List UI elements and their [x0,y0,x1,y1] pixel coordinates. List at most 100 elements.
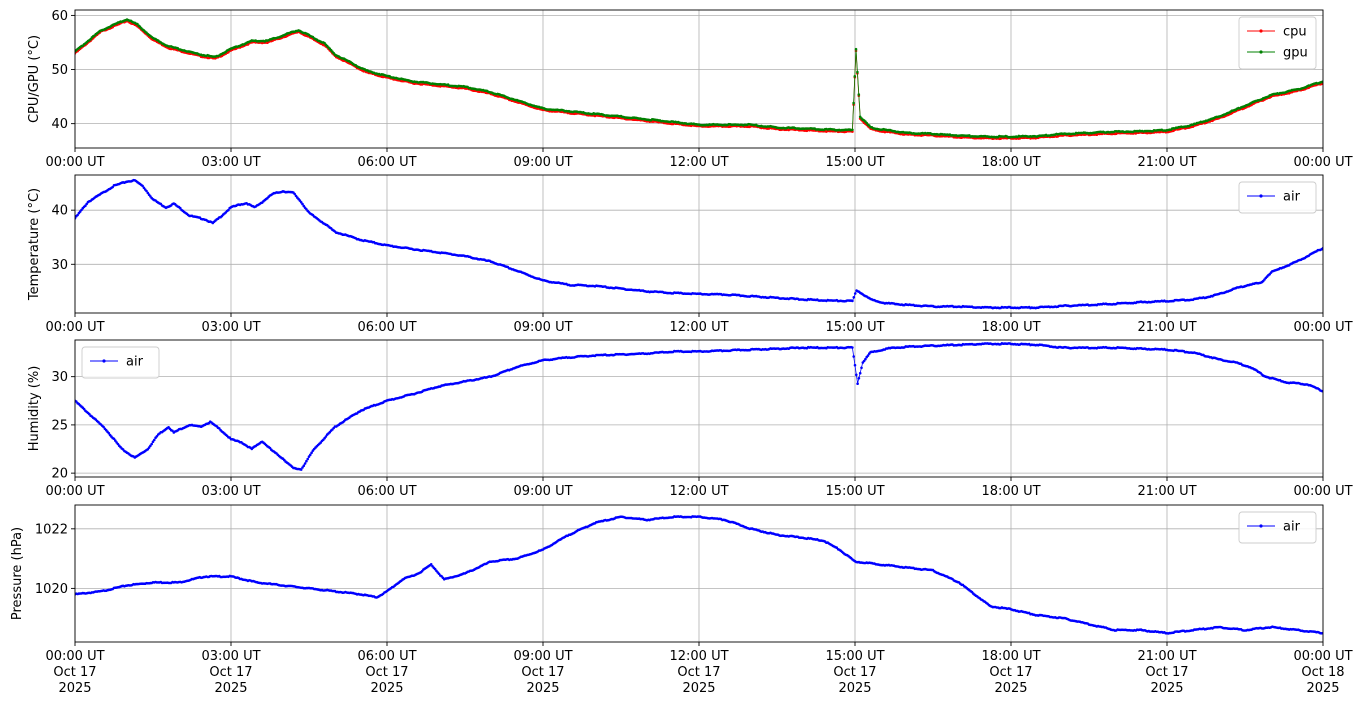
data-point [155,435,159,438]
panel-3: 00:00 UT 03:00 UT 06:00 UT 09:00 UT 12:00 UT… [27,339,1353,499]
series-markers-air [75,515,1323,635]
data-point [102,425,105,429]
data-point [856,70,859,74]
data-point [854,47,858,51]
data-point [860,366,863,370]
x-tick-label: 03:00 UT [201,155,260,170]
data-point [852,296,856,299]
x-tick-label: 03:00 UT Oct 17 2025 [201,649,260,696]
series-group [75,18,1323,141]
x-tick-label: 00:00 UT [1293,320,1352,335]
series-markers-gpu [75,18,1323,139]
data-point [857,376,861,380]
data-point [853,75,857,78]
x-tick-label: 00:00 UT Oct 18 2025 [1293,649,1352,696]
x-tick-label: 00:00 UT [45,484,104,499]
data-point [227,208,230,212]
x-tick-label: 15:00 UT [825,155,884,170]
x-tick-label: 06:00 UT [357,155,416,170]
x-tick-label: 00:00 UT [1293,155,1352,170]
x-tick-label: 09:00 UT Oct 17 2025 [513,649,572,696]
data-point [851,346,854,349]
y-tick-label: 50 [51,63,68,78]
x-tick-label: 15:00 UT [825,484,884,499]
x-tick-label: 21:00 UT Oct 17 2025 [1137,649,1196,696]
data-point [149,444,152,448]
x-tick-label: 21:00 UT [1137,484,1196,499]
data-point [107,431,111,435]
legend-label-air: air [1283,520,1301,535]
data-point [218,427,221,430]
panel-1: 00:00 UT 03:00 UT 06:00 UT 09:00 UT 12:00 UT… [27,9,1353,170]
series-group [75,178,1323,310]
x-tick-label: 12:00 UT [669,155,728,170]
data-point [856,382,859,386]
data-point [855,373,858,377]
y-axis-label: CPU/GPU (°C) [27,35,42,123]
data-point [76,213,79,217]
data-point [864,357,867,361]
legend-marker-cpu [1259,29,1263,33]
legend: air [1238,511,1317,544]
x-tick-label: 12:00 UT [669,320,728,335]
x-tick-label: 18:00 UT [981,320,1040,335]
x-tick-label: 09:00 UT [513,484,572,499]
data-point [302,464,306,468]
data-point [310,451,313,455]
y-tick-label: 20 [51,467,68,482]
data-point [309,453,312,457]
y-axis-label: Humidity (%) [27,366,42,452]
legend-box [1238,181,1317,214]
legend-box [1238,511,1317,544]
legend-marker-air [102,359,106,363]
data-point [145,189,148,193]
data-point [853,292,857,295]
data-point [851,299,854,303]
x-tick-label: 12:00 UT [669,484,728,499]
y-tick-label: 60 [51,9,68,24]
legend-marker-air [1259,194,1263,198]
legend-label-air: air [1283,190,1301,205]
data-point [303,462,307,465]
data-point [858,371,862,375]
data-point [147,446,151,449]
y-tick-label: 40 [51,204,68,219]
y-tick-label: 1020 [35,582,68,597]
data-point [852,101,855,105]
legend-box [81,346,160,379]
x-tick-label: 09:00 UT [513,320,572,335]
data-point [851,128,854,132]
data-point [299,201,303,204]
x-tick-label: 15:00 UT [825,320,884,335]
data-point [301,466,304,469]
y-axis-label: Temperature (°C) [27,188,42,301]
legend: air [81,346,160,379]
x-tick-label: 03:00 UT [201,320,260,335]
data-point [85,202,88,206]
y-tick-label: 40 [51,117,68,132]
data-point [306,457,310,461]
series-markers-air [75,178,1323,310]
x-tick-label: 18:00 UT [981,155,1040,170]
x-tick-label: 00:00 UT [1293,484,1352,499]
data-point [141,184,144,188]
data-point [866,354,870,357]
legend: air [1238,181,1317,214]
x-tick-label: 15:00 UT Oct 17 2025 [825,649,884,696]
data-point [179,206,182,210]
legend-marker-air [1259,524,1263,528]
x-tick-label: 12:00 UT Oct 17 2025 [669,649,728,696]
legend-marker-gpu [1259,50,1263,54]
x-tick-label: 21:00 UT [1137,155,1196,170]
data-point [150,442,153,446]
data-point [305,459,308,463]
x-tick-label: 06:00 UT [357,484,416,499]
legend-label-air: air [126,355,144,370]
series-group [75,515,1323,635]
y-axis-label: Pressure (hPa) [10,527,25,620]
y-tick-label: 25 [51,418,68,433]
data-point [112,437,116,441]
